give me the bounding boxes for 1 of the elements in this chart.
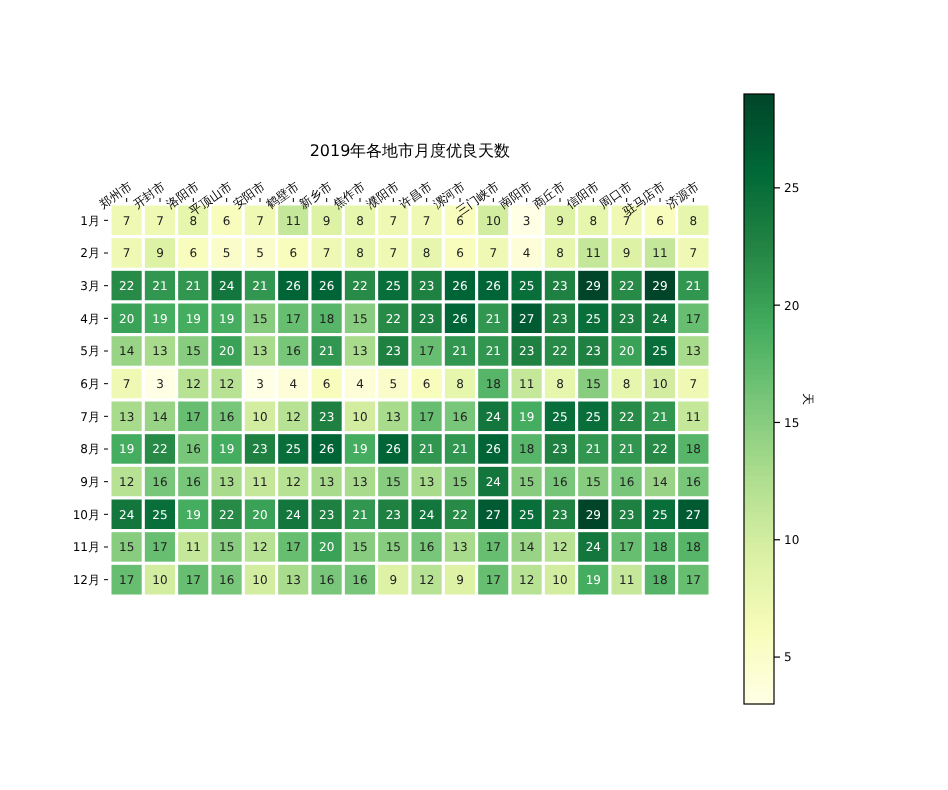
chart-title: 2019年各地市月度优良天数 bbox=[309, 142, 511, 160]
